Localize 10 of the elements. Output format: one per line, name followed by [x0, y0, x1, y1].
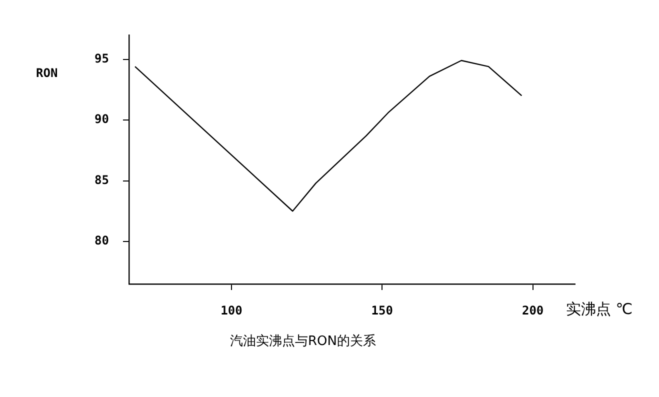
y-tick-label: 95	[94, 51, 109, 66]
x-axis-title: 实沸点 ℃	[566, 300, 633, 319]
text: 汽油实沸点与RON的关系	[230, 333, 376, 350]
x-tick-label: 150	[371, 303, 393, 318]
x-tick-label: 100	[220, 303, 242, 318]
y-tick-label: 90	[94, 112, 109, 126]
y-axis-title: RON	[36, 66, 58, 80]
x-tick-label: 200	[522, 303, 544, 318]
y-tick-label: 85	[94, 172, 109, 187]
y-tick-label: 80	[94, 234, 109, 248]
